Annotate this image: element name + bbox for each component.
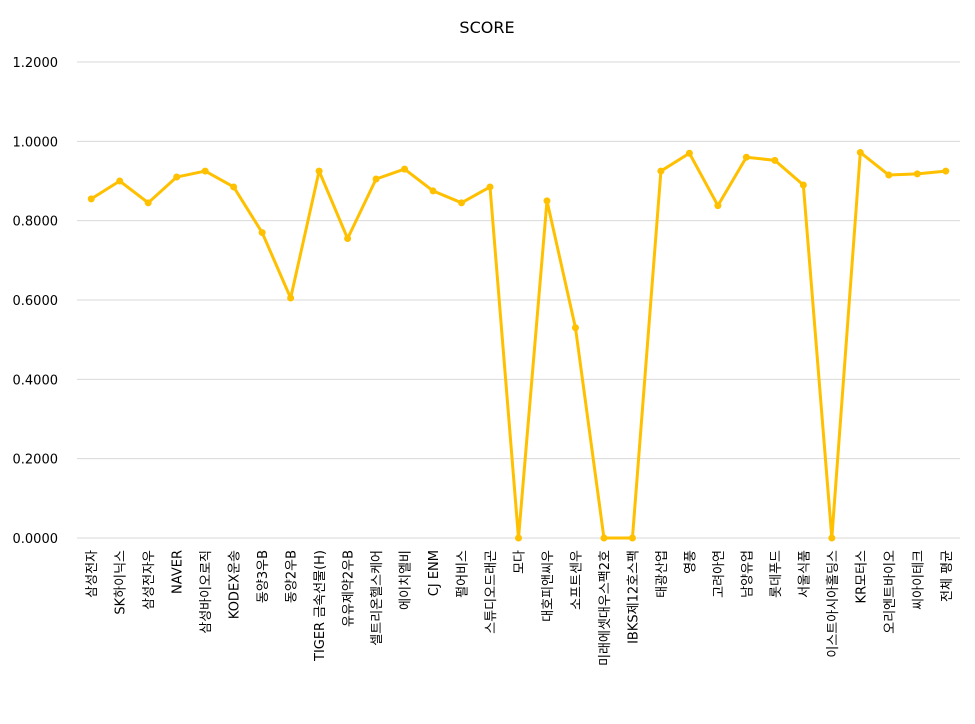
y-tick-label: 0.6000 [13, 294, 59, 309]
x-tick-label: 씨아이테크 [911, 550, 926, 610]
data-point [116, 177, 124, 185]
y-tick-label: 0.8000 [13, 215, 59, 230]
data-point [287, 294, 295, 302]
y-tick-label: 0.4000 [13, 373, 59, 388]
x-tick-label: KODEX운송 [228, 550, 243, 619]
data-point [515, 534, 522, 542]
x-tick-label: 동양2우B [285, 550, 300, 603]
x-tick-label: 동양3우B [256, 550, 271, 603]
data-point [429, 187, 437, 195]
x-tick-label: 펄어비스 [456, 550, 471, 598]
data-points [87, 148, 950, 542]
y-tick-label: 1.0000 [13, 135, 59, 150]
data-point [230, 183, 238, 191]
data-point [942, 167, 950, 175]
x-tick-label: 서울식품 [797, 550, 812, 598]
x-tick-label: NAVER [171, 550, 186, 594]
x-tick-label: KR모터스 [854, 550, 869, 603]
x-tick-label: IBKS제12호스팩 [626, 550, 641, 644]
x-tick-label: 삼성바이오로직 [199, 550, 214, 634]
y-axis-ticks: 0.0000 0.2000 0.4000 0.6000 0.8000 1.0000 1.20… [13, 56, 59, 547]
data-point [657, 167, 665, 175]
x-tick-label: CJ ENM [427, 550, 442, 596]
data-point [771, 156, 779, 164]
data-point [315, 167, 323, 175]
x-tick-label: 롯데푸드 [769, 550, 784, 598]
data-point [144, 199, 152, 207]
y-tick-label: 0.0000 [13, 532, 59, 547]
chart-title: SCORE [459, 18, 514, 37]
x-tick-label: 영풍 [683, 550, 698, 574]
data-point [201, 167, 209, 175]
x-tick-label: TIGER 금속선물(H) [313, 550, 328, 662]
x-tick-label: 오리엔트바이오 [883, 550, 898, 634]
x-tick-label: 대호피앤씨우 [541, 550, 556, 622]
data-point [742, 153, 750, 161]
x-tick-label: 셀트리온헬스케어 [370, 550, 385, 646]
data-point [913, 170, 921, 178]
y-tick-label: 1.2000 [13, 56, 59, 71]
data-point [885, 171, 893, 179]
data-point [401, 165, 409, 173]
data-point [714, 202, 722, 210]
data-point [856, 148, 864, 156]
x-tick-label: 모다 [513, 550, 528, 574]
data-point [87, 195, 95, 203]
data-point [543, 197, 551, 205]
x-tick-label: 스튜디오드래곤 [484, 550, 499, 634]
x-tick-label: 남양유업 [740, 550, 755, 598]
data-point [571, 324, 579, 332]
x-axis-ticks: 삼성전자 SK하이닉스 삼성전자우 NAVER 삼성바이오로직 KODEX운송 동양3우B 동… [85, 550, 955, 666]
data-point [685, 149, 693, 157]
data-point [173, 173, 181, 181]
data-point [600, 534, 608, 542]
data-point [372, 175, 380, 183]
data-point [628, 534, 636, 542]
data-point [828, 534, 836, 542]
gridlines [77, 61, 960, 539]
series-line [90, 150, 946, 540]
x-tick-label: 삼성전자우 [142, 550, 157, 610]
x-tick-label: 이스트아시아홀딩스 [826, 550, 841, 658]
data-point [258, 229, 266, 237]
y-tick-label: 0.2000 [13, 453, 59, 468]
x-tick-label: 삼성전자 [85, 550, 100, 598]
x-tick-label: 고려아연 [712, 550, 727, 598]
x-tick-label: 태광산업 [655, 550, 670, 598]
data-point [344, 235, 352, 243]
data-point [458, 199, 466, 207]
x-tick-label: 유유제약2우B [342, 550, 357, 627]
data-point [486, 183, 494, 191]
x-tick-label: 에이치엘비 [399, 550, 414, 610]
x-tick-label: SK하이닉스 [114, 550, 129, 615]
x-tick-label: 미래에셋대우스팩2호 [598, 550, 613, 666]
x-tick-label: 소프트센우 [569, 550, 584, 610]
x-tick-label: 전체 평균 [940, 550, 955, 602]
data-point [799, 181, 807, 189]
